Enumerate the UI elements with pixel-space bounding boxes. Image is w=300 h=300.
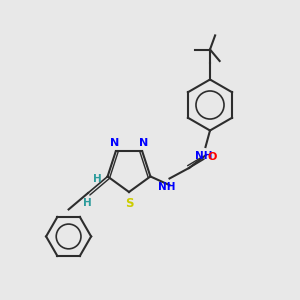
Text: NH: NH bbox=[195, 151, 213, 160]
Text: O: O bbox=[208, 152, 217, 163]
Text: N: N bbox=[110, 138, 119, 148]
Text: H: H bbox=[83, 198, 92, 208]
Text: S: S bbox=[125, 197, 133, 210]
Text: NH: NH bbox=[158, 182, 176, 191]
Text: N: N bbox=[139, 138, 148, 148]
Text: H: H bbox=[94, 174, 102, 184]
